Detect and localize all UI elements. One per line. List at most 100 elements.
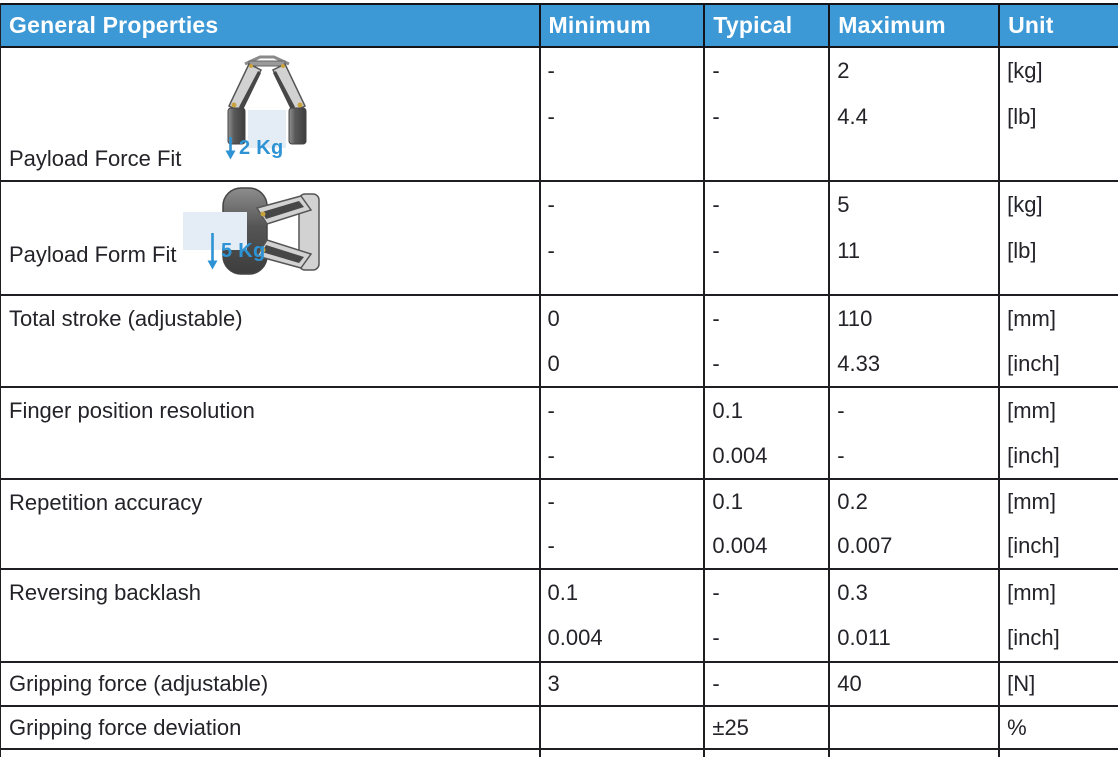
minimum-cell: 0 0 xyxy=(541,296,706,386)
partial-row xyxy=(1,750,1118,757)
table-row: Payload Force Fit xyxy=(1,48,1118,182)
value: - xyxy=(837,397,845,423)
value: - xyxy=(712,350,720,376)
value: - xyxy=(547,238,555,263)
value: 0.004 xyxy=(712,533,768,558)
value: [mm] xyxy=(1007,305,1056,331)
value: [kg] xyxy=(1007,58,1043,83)
row-label: Gripping force deviation xyxy=(9,714,242,740)
typical-cell xyxy=(705,750,831,757)
value: [mm] xyxy=(1007,489,1056,514)
value: [N] xyxy=(1007,671,1036,696)
row-label: Repetition accuracy xyxy=(9,490,203,515)
value: 3 xyxy=(547,671,560,696)
value: [lb] xyxy=(1007,238,1037,263)
value: - xyxy=(547,58,555,83)
typical-cell: - - xyxy=(705,48,831,180)
value: 5 xyxy=(837,192,850,217)
row-label: Gripping force (adjustable) xyxy=(9,671,269,696)
typical-cell: 0.1 0.004 xyxy=(705,480,831,568)
value xyxy=(541,707,704,748)
row-label: Payload Form Fit xyxy=(9,242,177,267)
payload-weight-label: 5 Kg xyxy=(221,239,266,262)
minimum-cell: 0.1 0.004 xyxy=(541,570,706,661)
row-label: Reversing backlash xyxy=(9,580,201,605)
value: 40 xyxy=(837,671,862,696)
table-row: Payload Form Fit xyxy=(1,182,1118,296)
value: - xyxy=(712,58,720,83)
row-label-cell-payload-form-fit: Payload Form Fit xyxy=(1,182,541,294)
value: - xyxy=(712,671,720,696)
value: 4.4 xyxy=(837,104,868,129)
down-arrow-icon xyxy=(225,137,236,160)
value: 0.1 xyxy=(712,397,743,423)
unit-cell: [mm] [inch] xyxy=(1000,388,1118,478)
value: - xyxy=(837,442,845,468)
value: 0.1 xyxy=(712,489,743,514)
value: - xyxy=(712,192,720,217)
unit-cell: [mm] [inch] xyxy=(1000,480,1118,568)
value xyxy=(830,707,998,748)
table-row: Gripping force deviation ±25 % xyxy=(1,707,1118,750)
header-unit: Unit xyxy=(1008,12,1054,38)
value: - xyxy=(547,533,555,558)
row-label-cell: Gripping force (adjustable) xyxy=(1,663,541,705)
value: [inch] xyxy=(1007,533,1060,558)
value: - xyxy=(712,625,720,651)
value: - xyxy=(547,397,555,423)
header-maximum: Maximum xyxy=(830,5,1001,46)
value: 0.1 xyxy=(547,579,579,605)
value: - xyxy=(547,192,555,217)
typical-cell: - - xyxy=(705,570,831,661)
value: [inch] xyxy=(1007,625,1060,651)
row-label-cell: Total stroke (adjustable) xyxy=(1,296,541,386)
value: - xyxy=(547,104,555,129)
unit-cell: [N] xyxy=(1000,663,1118,705)
value: 0 xyxy=(547,305,560,331)
unit-cell: [mm] [inch] xyxy=(1000,296,1118,386)
value: [inch] xyxy=(1007,350,1060,376)
typical-cell: - xyxy=(705,663,831,705)
value: ±25 xyxy=(712,714,749,740)
row-label: Finger position resolution xyxy=(9,398,255,423)
row-label-cell: Repetition accuracy xyxy=(1,480,541,568)
value: [kg] xyxy=(1007,192,1043,217)
value: 0.011 xyxy=(837,625,891,651)
maximum-cell xyxy=(830,707,1001,748)
row-label-cell: Finger position resolution xyxy=(1,388,541,478)
header-typical: Typical xyxy=(705,5,831,46)
value: 4.33 xyxy=(837,350,881,376)
table-row: Finger position resolution - - 0.1 0.004… xyxy=(1,388,1118,480)
header-minimum: Minimum xyxy=(541,5,706,46)
value: - xyxy=(547,489,555,514)
value: 0.3 xyxy=(837,579,868,605)
unit-cell: [mm] [inch] xyxy=(1000,570,1118,661)
form-fit-gripper-image xyxy=(179,186,321,284)
unit-cell: [kg] [lb] xyxy=(1000,48,1118,180)
row-label-cell: Gripping force deviation xyxy=(1,707,541,748)
force-fit-gripper-image xyxy=(215,54,319,156)
table-row: Reversing backlash 0.1 0.004 - - 0.3 0.0… xyxy=(1,570,1118,663)
row-label-cell xyxy=(1,750,541,757)
value: 0.2 xyxy=(837,489,868,514)
payload-weight-label: 2 Kg xyxy=(239,136,284,159)
general-properties-table: General Properties Minimum Typical Maxim… xyxy=(0,3,1118,757)
unit-cell xyxy=(1000,750,1118,757)
table-row: Repetition accuracy - - 0.1 0.004 0.2 0.… xyxy=(1,480,1118,570)
row-label: Total stroke (adjustable) xyxy=(9,306,243,331)
payload-annotation: 2 Kg xyxy=(225,136,284,160)
value: [mm] xyxy=(1007,397,1056,423)
value: [lb] xyxy=(1007,104,1037,129)
minimum-cell xyxy=(541,750,706,757)
typical-cell: ±25 xyxy=(705,707,831,748)
minimum-cell: - - xyxy=(541,182,706,294)
value: 0 xyxy=(547,350,560,376)
typical-cell: - - xyxy=(705,296,831,386)
row-label-cell: Reversing backlash xyxy=(1,570,541,661)
value: 0.004 xyxy=(547,625,603,651)
maximum-cell xyxy=(830,750,1001,757)
value: 0.004 xyxy=(712,442,768,468)
minimum-cell: - - xyxy=(541,48,706,180)
maximum-cell: 2 4.4 xyxy=(830,48,1001,180)
